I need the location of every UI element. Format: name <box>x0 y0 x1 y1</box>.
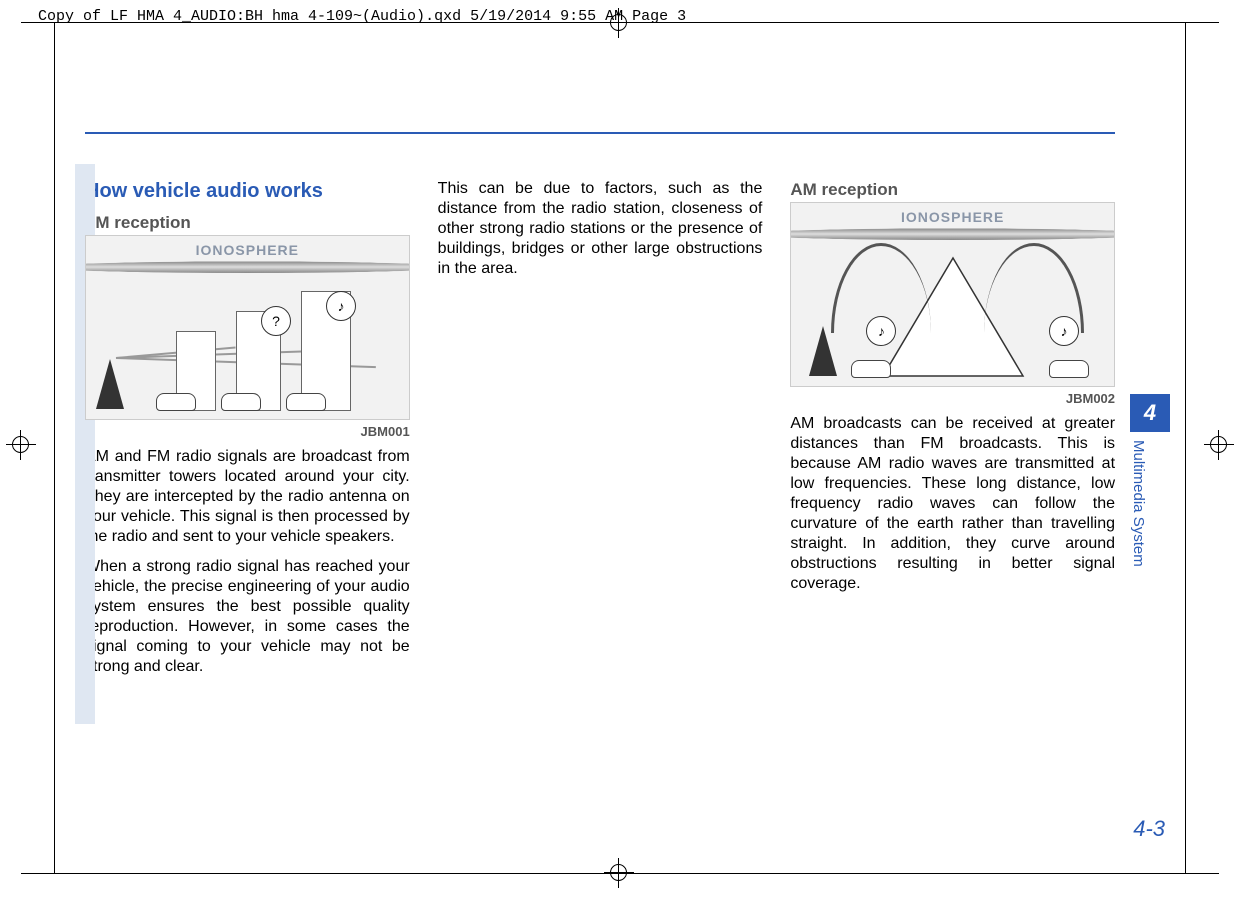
chapter-number: 4 <box>1130 394 1170 432</box>
column-2: This can be due to factors, such as the … <box>438 179 763 687</box>
page-content: How vehicle audio works FM reception ION… <box>85 132 1115 834</box>
figure-title-am: AM reception <box>790 179 1115 200</box>
crop-frame: How vehicle audio works FM reception ION… <box>54 22 1186 874</box>
section-title: How vehicle audio works <box>85 179 410 204</box>
ionosphere-label: IONOSPHERE <box>791 209 1114 227</box>
page-number: 4-3 <box>1133 816 1165 842</box>
figure-code: JBM002 <box>790 391 1115 407</box>
tower-icon <box>809 326 837 376</box>
car-icon <box>156 393 196 411</box>
music-note-icon: ♪ <box>326 291 356 321</box>
figure-code: JBM001 <box>85 424 410 440</box>
car-icon <box>286 393 326 411</box>
tower-icon <box>96 359 124 409</box>
car-icon <box>1049 360 1089 378</box>
body-text: AM and FM radio signals are broadcast fr… <box>85 447 410 547</box>
side-tab: 4 Multimedia System <box>1130 394 1170 612</box>
music-note-icon: ♪ <box>1049 316 1079 346</box>
registration-mark-icon <box>1204 430 1234 460</box>
body-text: This can be due to factors, such as the … <box>438 179 763 279</box>
column-1: How vehicle audio works FM reception ION… <box>85 179 410 687</box>
column-3: AM reception IONOSPHERE ♪ ♪ JBM002 <box>790 179 1115 687</box>
figure-fm-reception: IONOSPHERE ? ♪ <box>85 235 410 420</box>
figure-am-reception: IONOSPHERE ♪ ♪ <box>790 202 1115 387</box>
chapter-label: Multimedia System <box>1130 432 1147 612</box>
music-note-icon: ? <box>261 306 291 336</box>
registration-mark-icon <box>6 430 36 460</box>
car-icon <box>851 360 891 378</box>
car-icon <box>221 393 261 411</box>
ionosphere-label: IONOSPHERE <box>86 242 409 260</box>
body-text: When a strong radio signal has reached y… <box>85 557 410 677</box>
figure-title-fm: FM reception <box>85 212 410 233</box>
body-text: AM broadcasts can be received at greater… <box>790 414 1115 594</box>
